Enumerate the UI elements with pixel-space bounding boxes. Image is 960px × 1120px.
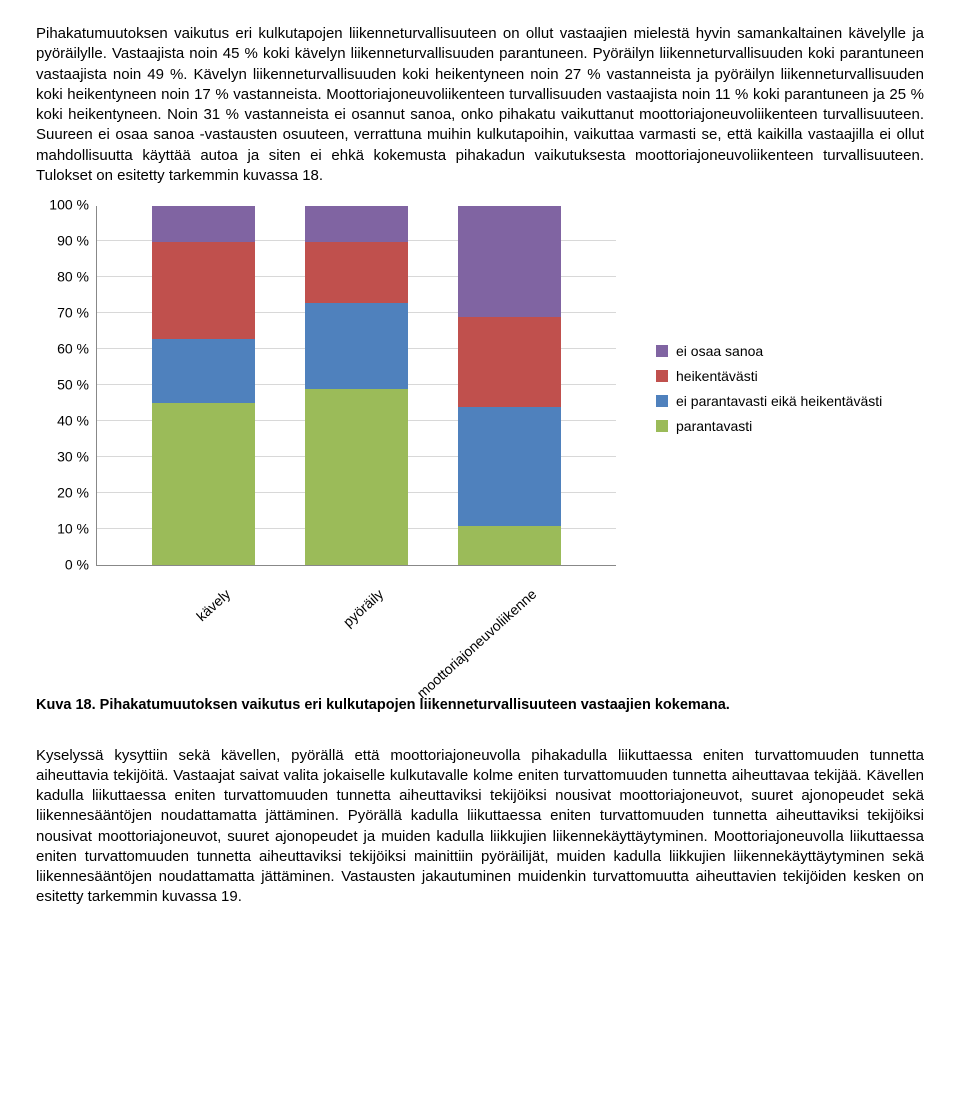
segment-eos	[152, 206, 255, 242]
segment-neutral	[305, 303, 408, 389]
legend-item-neutral: ei parantavasti eikä heikentävästi	[656, 392, 882, 411]
segment-parantavasti	[458, 526, 561, 565]
segment-parantavasti	[152, 403, 255, 565]
segment-heikentavasti	[458, 317, 561, 407]
segment-eos	[305, 206, 408, 242]
segment-neutral	[152, 339, 255, 404]
legend-label: ei osaa sanoa	[676, 342, 763, 361]
segment-heikentavasti	[152, 242, 255, 339]
x-label: pyöräily	[339, 585, 387, 631]
bar-pyöräily	[305, 206, 408, 565]
legend-label: parantavasti	[676, 417, 752, 436]
legend-item-eos: ei osaa sanoa	[656, 342, 882, 361]
chart-plot: kävelypyöräilymoottoriajoneuvoliikenne 0…	[96, 206, 616, 566]
figure-18: kävely pyöräily moottoriajoneuvoliikenne 0…	[36, 206, 924, 716]
y-tick: 50 %	[39, 376, 89, 395]
y-tick: 60 %	[39, 340, 89, 359]
y-tick: 20 %	[39, 484, 89, 503]
segment-neutral	[458, 407, 561, 525]
bar-kävely	[152, 206, 255, 565]
y-tick: 90 %	[39, 232, 89, 251]
segment-parantavasti	[305, 389, 408, 565]
legend-swatch	[656, 345, 668, 357]
y-tick: 10 %	[39, 520, 89, 539]
bar-moottoriajoneuvoliikenne	[458, 206, 561, 565]
legend-label: ei parantavasti eikä heikentävästi	[676, 392, 882, 411]
legend-swatch	[656, 370, 668, 382]
y-tick: 80 %	[39, 268, 89, 287]
following-paragraph: Kyselyssä kysyttiin sekä kävellen, pyörä…	[36, 746, 924, 908]
intro-paragraph: Pihakatumuutoksen vaikutus eri kulkutapo…	[36, 24, 924, 186]
y-tick: 0 %	[39, 556, 89, 575]
y-tick: 70 %	[39, 304, 89, 323]
y-tick: 30 %	[39, 448, 89, 467]
segment-heikentavasti	[305, 242, 408, 303]
legend-item-parantavasti: parantavasti	[656, 417, 882, 436]
y-tick: 100 %	[39, 196, 89, 215]
legend-swatch	[656, 395, 668, 407]
legend-item-heikentavasti: heikentävästi	[656, 367, 882, 386]
segment-eos	[458, 206, 561, 317]
legend-swatch	[656, 420, 668, 432]
x-label: kävely	[192, 585, 234, 626]
y-tick: 40 %	[39, 412, 89, 431]
chart-legend: ei osaa sanoa heikentävästi ei parantavast…	[656, 336, 882, 442]
x-label: moottoriajoneuvoliikenne	[413, 585, 541, 703]
legend-label: heikentävästi	[676, 367, 758, 386]
